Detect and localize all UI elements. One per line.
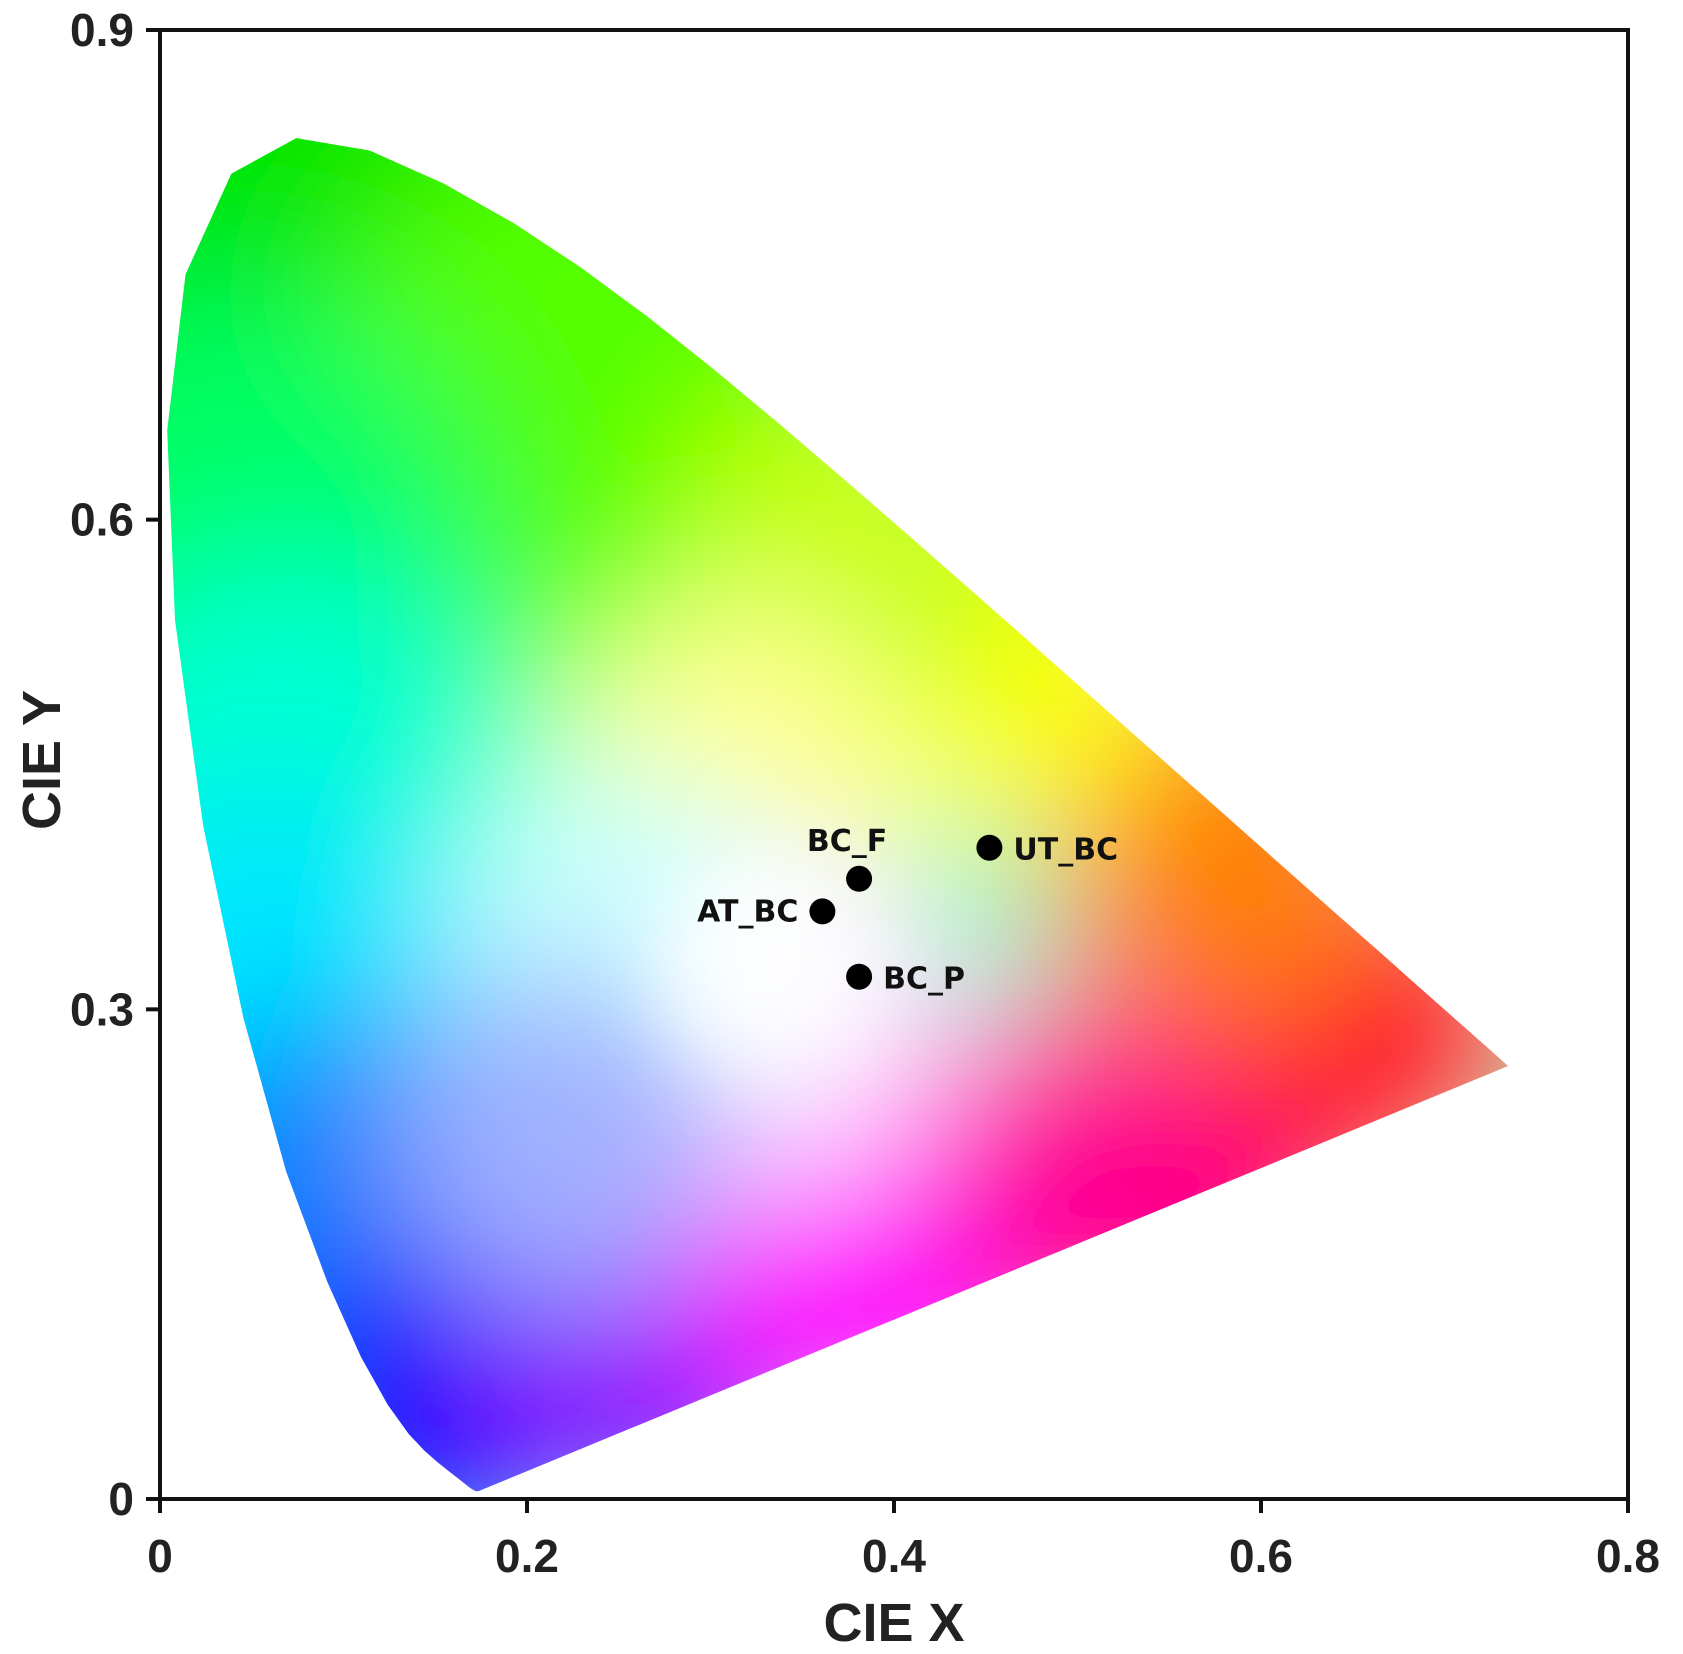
x-tick-label: 0.8 xyxy=(1596,1530,1660,1582)
x-axis-ticks: 0 0.2 0.4 0.6 0.8 xyxy=(147,1499,1660,1582)
x-tick-label: 0.2 xyxy=(495,1530,559,1582)
data-point xyxy=(846,865,873,892)
y-tick-label: 0.3 xyxy=(70,983,134,1035)
data-point xyxy=(976,834,1003,861)
point-label: AT_BC xyxy=(697,894,798,929)
point-label: BC_P xyxy=(883,962,965,997)
data-point xyxy=(846,963,873,990)
y-tick-label: 0.9 xyxy=(70,4,134,56)
x-tick-label: 0.6 xyxy=(1229,1530,1293,1582)
x-axis-title: CIE X xyxy=(823,1593,964,1653)
y-tick-label: 0 xyxy=(108,1473,134,1525)
point-label: BC_F xyxy=(807,824,887,859)
data-point xyxy=(809,898,836,925)
x-tick-label: 0.4 xyxy=(862,1530,926,1582)
y-axis-title: CIE Y xyxy=(12,690,72,830)
data-points: BC_F UT_BC AT_BC BC_P xyxy=(697,824,1118,997)
point-label: UT_BC xyxy=(1013,833,1118,868)
y-tick-label: 0.6 xyxy=(70,494,134,546)
y-axis-ticks: 0 0.3 0.6 0.9 xyxy=(70,4,160,1525)
x-tick-label: 0 xyxy=(147,1530,173,1582)
